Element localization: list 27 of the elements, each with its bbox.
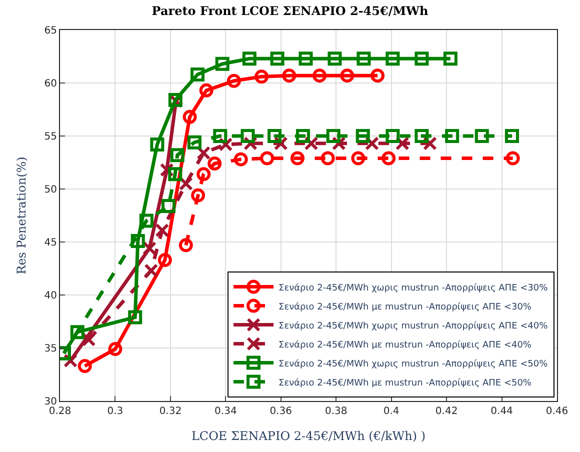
x-tick-label: 0.32 (159, 406, 182, 417)
legend-label: Σενάριο 2-45€/MWh με mustrun -Απορρίψεις ΑΠΕ <30% (278, 301, 532, 312)
y-tick-label: 30 (44, 396, 57, 408)
x-tick-label: 0.4 (383, 406, 400, 417)
x-tick-label: 0.36 (270, 406, 292, 417)
y-tick-label: 65 (44, 26, 57, 36)
y-tick-label: 35 (44, 344, 57, 354)
y-tick-label: 55 (44, 132, 57, 142)
chart-title: Pareto Front LCOE ΣΕΝΑΡΙΟ 2-45€/MWh (152, 4, 428, 18)
legend-label: Σενάριο 2-45€/MWh με mustrun -Απορρίψεις ΑΠΕ <50% (278, 377, 532, 388)
x-tick-label: 0.38 (324, 406, 348, 417)
x-tick-label: 0.28 (48, 406, 72, 417)
x-tick-label: 0.34 (214, 406, 237, 417)
x-tick-label: 0.3 (107, 406, 124, 417)
x-tick-label: 0.42 (435, 406, 458, 417)
y-tick-label: 45 (44, 238, 57, 248)
x-tick-label: 0.46 (546, 406, 568, 417)
x-axis-title: LCOE ΣΕΝΑΡΙΟ 2-45€/MWh (€/kWh) ) (191, 428, 426, 443)
legend-label: Σενάριο 2-45€/MWh χωρις mustrun -Απορρίψεις ΑΠΕ <50% (278, 358, 548, 370)
x-tick-label: 0.44 (490, 406, 513, 417)
y-tick-label: 60 (44, 78, 57, 90)
legend-label: Σενάριο 2-45€/MWh χωρις mustrun -Απορρίψεις ΑΠΕ <40% (278, 320, 548, 332)
legend-label: Σενάριο 2-45€/MWh χωρις mustrun -Απορρίψεις ΑΠΕ <30% (278, 282, 548, 294)
y-tick-label: 50 (44, 184, 57, 196)
y-axis-title: Res Penetration(%) (14, 156, 29, 274)
y-tick-label: 40 (44, 290, 57, 302)
legend-label: Σενάριο 2-45€/MWh με mustrun -Απορρίψεις ΑΠΕ <40% (278, 339, 532, 350)
